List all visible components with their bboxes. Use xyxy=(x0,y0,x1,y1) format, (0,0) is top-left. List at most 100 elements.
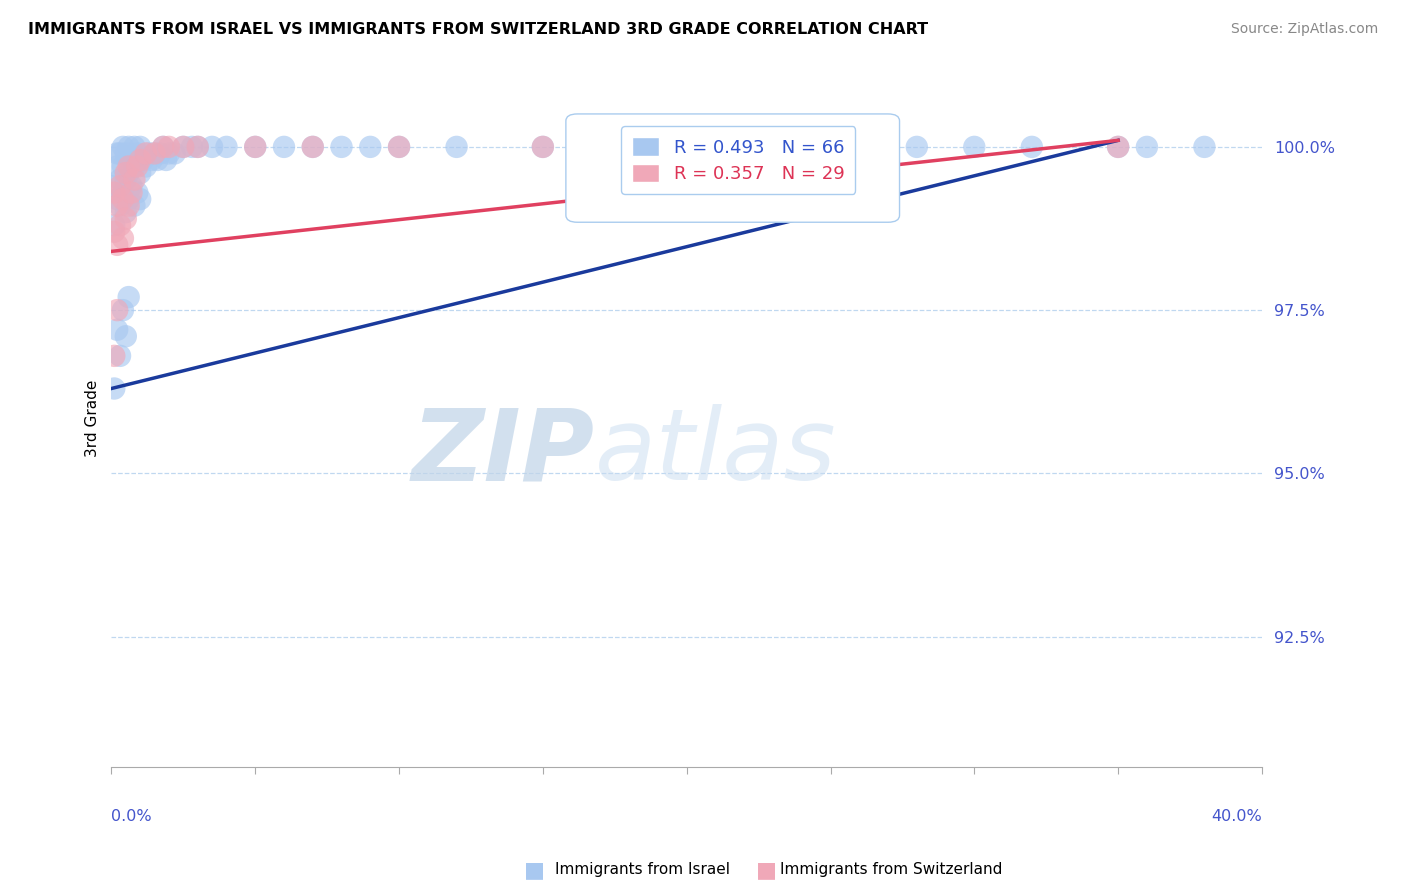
Point xyxy=(124,160,146,174)
Point xyxy=(132,153,155,167)
Point xyxy=(129,192,152,206)
Point xyxy=(152,140,174,154)
Point xyxy=(127,186,149,200)
Point xyxy=(1107,140,1129,154)
Point xyxy=(149,146,172,161)
Point xyxy=(118,166,141,180)
Point xyxy=(157,146,180,161)
Point xyxy=(215,140,238,154)
Point xyxy=(111,140,134,154)
Y-axis label: 3rd Grade: 3rd Grade xyxy=(86,379,100,457)
Point xyxy=(111,186,134,200)
Point xyxy=(127,160,149,174)
Point xyxy=(114,166,136,180)
Point xyxy=(121,179,143,194)
Text: ZIP: ZIP xyxy=(412,404,595,501)
Point xyxy=(127,146,149,161)
Point xyxy=(245,140,267,154)
Text: atlas: atlas xyxy=(595,404,837,501)
FancyBboxPatch shape xyxy=(565,114,900,222)
Point xyxy=(118,290,141,304)
Text: 40.0%: 40.0% xyxy=(1211,809,1263,824)
Point xyxy=(273,140,295,154)
Text: ■: ■ xyxy=(756,860,776,880)
Point xyxy=(531,140,554,154)
Point xyxy=(301,140,323,154)
Text: ■: ■ xyxy=(524,860,544,880)
Point xyxy=(114,211,136,226)
Point xyxy=(129,166,152,180)
Point xyxy=(121,186,143,200)
Point xyxy=(124,140,146,154)
Point xyxy=(105,160,128,174)
Point xyxy=(111,231,134,245)
Point xyxy=(143,146,166,161)
Point xyxy=(118,140,141,154)
Point xyxy=(108,146,131,161)
Point xyxy=(103,382,125,396)
Point xyxy=(152,140,174,154)
Point xyxy=(675,140,697,154)
Point xyxy=(820,140,842,154)
Point xyxy=(157,140,180,154)
Point xyxy=(1194,140,1216,154)
Point xyxy=(105,323,128,337)
Point xyxy=(105,237,128,252)
Point xyxy=(108,172,131,186)
Point xyxy=(114,329,136,343)
Point xyxy=(114,146,136,161)
Point xyxy=(617,140,640,154)
Point xyxy=(108,179,131,194)
Point xyxy=(118,160,141,174)
Point xyxy=(963,140,986,154)
Text: Source: ZipAtlas.com: Source: ZipAtlas.com xyxy=(1230,22,1378,37)
Point xyxy=(124,199,146,213)
Text: IMMIGRANTS FROM ISRAEL VS IMMIGRANTS FROM SWITZERLAND 3RD GRADE CORRELATION CHAR: IMMIGRANTS FROM ISRAEL VS IMMIGRANTS FRO… xyxy=(28,22,928,37)
Point xyxy=(103,219,125,233)
Point xyxy=(105,303,128,318)
Point xyxy=(108,219,131,233)
Point xyxy=(108,199,131,213)
Point xyxy=(330,140,353,154)
Point xyxy=(135,160,157,174)
Point xyxy=(187,140,209,154)
Point xyxy=(103,186,125,200)
Text: Immigrants from Switzerland: Immigrants from Switzerland xyxy=(780,863,1002,877)
Point xyxy=(141,153,163,167)
Point xyxy=(129,140,152,154)
Point xyxy=(1107,140,1129,154)
Point xyxy=(105,192,128,206)
Point xyxy=(103,179,125,194)
Point xyxy=(388,140,411,154)
Point xyxy=(155,153,177,167)
Point xyxy=(103,349,125,363)
Point xyxy=(108,349,131,363)
Point xyxy=(143,146,166,161)
Point xyxy=(301,140,323,154)
Point xyxy=(172,140,194,154)
Point xyxy=(111,160,134,174)
Point xyxy=(163,146,186,161)
Point xyxy=(531,140,554,154)
Point xyxy=(905,140,928,154)
Point xyxy=(359,140,381,154)
Point xyxy=(121,153,143,167)
Point xyxy=(114,205,136,219)
Point xyxy=(103,225,125,239)
Point xyxy=(1021,140,1043,154)
Legend: R = 0.493   N = 66, R = 0.357   N = 29: R = 0.493 N = 66, R = 0.357 N = 29 xyxy=(621,127,855,194)
Point xyxy=(172,140,194,154)
Point xyxy=(201,140,224,154)
Point xyxy=(105,199,128,213)
Point xyxy=(111,303,134,318)
Point xyxy=(446,140,468,154)
Point xyxy=(245,140,267,154)
Point xyxy=(129,153,152,167)
Point xyxy=(111,192,134,206)
Point xyxy=(181,140,204,154)
Text: Immigrants from Israel: Immigrants from Israel xyxy=(555,863,730,877)
Point xyxy=(118,192,141,206)
Point xyxy=(114,172,136,186)
Point xyxy=(138,146,160,161)
Point xyxy=(187,140,209,154)
